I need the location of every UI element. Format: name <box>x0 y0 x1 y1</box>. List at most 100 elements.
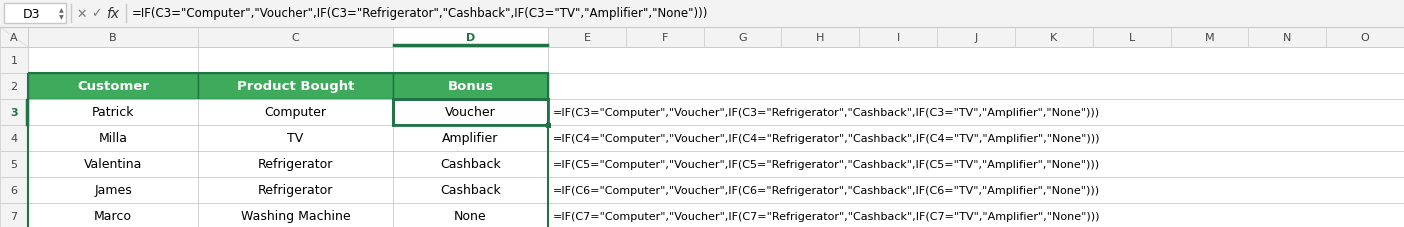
Bar <box>198 126 393 151</box>
Text: Amplifier: Amplifier <box>442 132 498 145</box>
Text: D: D <box>466 33 475 43</box>
Text: fx: fx <box>107 7 119 21</box>
Bar <box>0 203 28 227</box>
Bar <box>198 203 393 227</box>
Text: Product Bought: Product Bought <box>237 80 354 93</box>
Text: ✓: ✓ <box>91 7 101 20</box>
Bar <box>548 48 1404 74</box>
Bar <box>548 203 1404 227</box>
Bar <box>393 48 548 74</box>
Bar <box>548 177 1404 203</box>
Text: J: J <box>974 33 977 43</box>
Bar <box>393 100 548 126</box>
Text: 5: 5 <box>10 159 17 169</box>
Bar <box>548 203 1404 227</box>
Text: 4: 4 <box>10 133 18 143</box>
Bar <box>393 126 548 151</box>
Text: Voucher: Voucher <box>445 106 496 119</box>
Bar <box>198 177 393 203</box>
Bar <box>198 48 393 74</box>
Text: 3: 3 <box>10 108 18 118</box>
Bar <box>0 28 1404 48</box>
Text: 7: 7 <box>10 211 18 221</box>
Bar <box>28 203 198 227</box>
Text: =IF(C6="Computer","Voucher",IF(C6="Refrigerator","Cashback",IF(C6="TV","Amplifie: =IF(C6="Computer","Voucher",IF(C6="Refri… <box>553 185 1101 195</box>
Bar <box>28 203 198 227</box>
Bar <box>4 4 66 24</box>
Bar <box>393 203 548 227</box>
Bar <box>0 48 28 74</box>
Bar <box>546 123 550 128</box>
Bar <box>548 74 1404 100</box>
Text: =IF(C7="Computer","Voucher",IF(C7="Refrigerator","Cashback",IF(C7="TV","Amplifie: =IF(C7="Computer","Voucher",IF(C7="Refri… <box>553 211 1101 221</box>
Bar <box>28 74 198 100</box>
Bar <box>393 151 548 177</box>
Text: Marco: Marco <box>94 210 132 222</box>
Bar <box>28 151 198 177</box>
Text: O: O <box>1360 33 1369 43</box>
Bar <box>198 126 393 151</box>
Text: Patrick: Patrick <box>91 106 135 119</box>
Bar <box>198 203 393 227</box>
Bar <box>393 151 548 177</box>
Text: D3: D3 <box>22 7 39 20</box>
Bar <box>0 100 28 126</box>
Text: None: None <box>453 210 487 222</box>
Text: C: C <box>292 33 299 43</box>
Text: 2: 2 <box>10 82 18 92</box>
Bar <box>28 100 198 126</box>
Text: M: M <box>1205 33 1214 43</box>
Text: I: I <box>897 33 900 43</box>
Text: TV: TV <box>288 132 303 145</box>
Bar <box>28 177 198 203</box>
Bar <box>198 74 393 100</box>
Bar <box>0 177 28 203</box>
Bar <box>548 100 1404 126</box>
Bar <box>393 28 548 48</box>
Text: ▲: ▲ <box>59 8 63 13</box>
Text: K: K <box>1050 33 1057 43</box>
Text: Cashback: Cashback <box>439 184 501 197</box>
Text: Refrigerator: Refrigerator <box>258 184 333 197</box>
Text: James: James <box>94 184 132 197</box>
Text: A: A <box>10 33 18 43</box>
Bar <box>198 151 393 177</box>
Text: Computer: Computer <box>264 106 327 119</box>
Bar <box>393 74 548 100</box>
Bar <box>393 126 548 151</box>
Bar <box>28 74 548 227</box>
Text: ▼: ▼ <box>59 15 63 20</box>
Bar <box>393 177 548 203</box>
Bar <box>393 177 548 203</box>
Bar <box>0 151 28 177</box>
Bar <box>548 126 1404 151</box>
Bar <box>198 74 393 100</box>
Text: =IF(C3="Computer","Voucher",IF(C3="Refrigerator","Cashback",IF(C3="TV","Amplifie: =IF(C3="Computer","Voucher",IF(C3="Refri… <box>553 108 1101 118</box>
Text: 1: 1 <box>10 56 17 66</box>
Text: Washing Machine: Washing Machine <box>240 210 351 222</box>
Text: N: N <box>1283 33 1292 43</box>
Text: Customer: Customer <box>77 80 149 93</box>
Bar <box>28 126 198 151</box>
Text: H: H <box>816 33 824 43</box>
Bar <box>28 74 198 100</box>
Bar <box>0 74 28 100</box>
Text: 6: 6 <box>10 185 17 195</box>
Bar <box>548 100 1404 126</box>
Text: F: F <box>661 33 668 43</box>
Bar <box>0 28 28 48</box>
Bar <box>28 151 198 177</box>
Text: L: L <box>1129 33 1134 43</box>
Bar <box>393 74 548 100</box>
Bar <box>198 151 393 177</box>
Bar <box>0 0 1404 28</box>
Text: Bonus: Bonus <box>448 80 494 93</box>
Text: ✕: ✕ <box>77 7 87 20</box>
Bar <box>28 100 198 126</box>
Bar <box>548 151 1404 177</box>
Text: G: G <box>739 33 747 43</box>
Text: Cashback: Cashback <box>439 158 501 171</box>
Text: B: B <box>110 33 117 43</box>
Text: =IF(C4="Computer","Voucher",IF(C4="Refrigerator","Cashback",IF(C4="TV","Amplifie: =IF(C4="Computer","Voucher",IF(C4="Refri… <box>553 133 1101 143</box>
Bar <box>28 177 198 203</box>
